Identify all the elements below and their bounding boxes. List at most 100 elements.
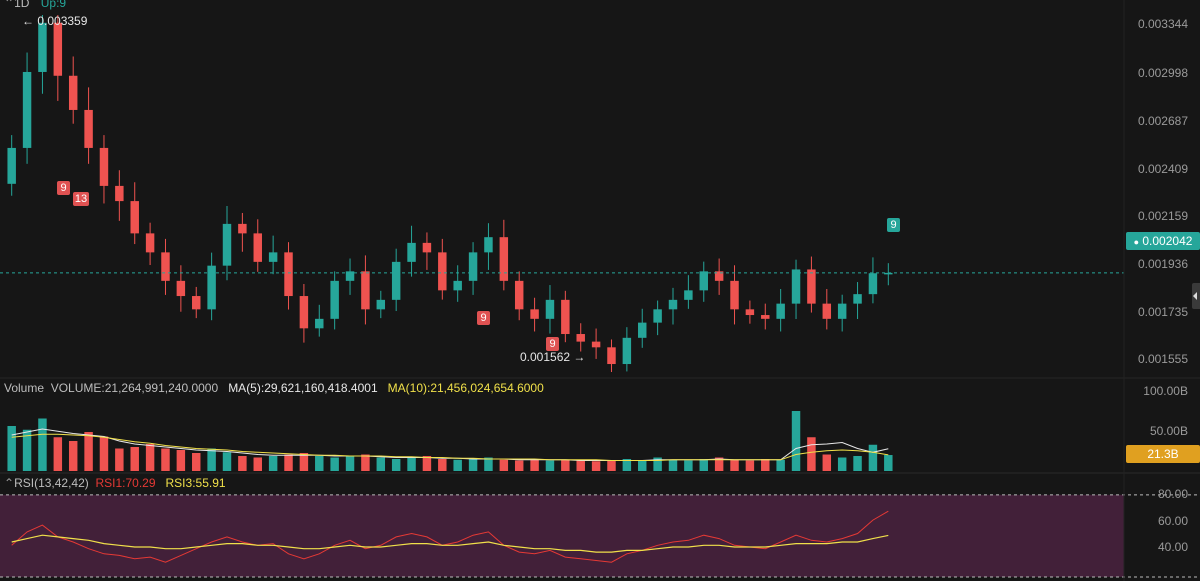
chevron-up-icon: ⌃ [4,0,15,10]
volume-bar [576,460,585,471]
volume-tick: 100.00B [1143,384,1188,398]
volume-bar [837,457,847,471]
chevron-up-icon: ⌃ [4,476,15,490]
volume-bar [653,457,662,471]
td-sell-badge: 13 [73,192,89,206]
candle-body [622,337,632,365]
volume-bar [68,441,78,471]
price-tick: 0.003344 [1137,17,1188,31]
high-price-label: ← 0.003359 [22,14,88,28]
volume-bar [345,456,355,471]
td-count-badge: 9 [477,311,490,325]
volume-bar [607,460,616,471]
candle-body [84,109,93,148]
volume-bar [761,459,770,471]
candle-body [730,280,739,310]
candle-body [176,280,186,297]
candle-body [407,242,416,262]
price-tick: 0.002159 [1137,209,1188,223]
volume-bar [130,447,139,471]
rsi-lines [0,494,1200,578]
volume-bar [438,459,447,471]
volume-bar [514,460,524,471]
volume-bar [7,426,16,471]
price-tick: 0.001735 [1137,305,1188,319]
td-up-badge: 9 [887,218,900,232]
volume-bar [884,455,893,471]
rsi-tick: 40.00 [1157,540,1188,554]
volume-bar [161,448,170,471]
volume-bar [668,459,678,471]
volume-bar [53,437,63,471]
candle-body [545,299,555,319]
candle-body [376,299,386,310]
candle-body [7,147,16,184]
candle-body [222,223,232,266]
candle-body [330,280,339,319]
volume-bar [591,461,601,471]
candle-body [484,237,493,253]
candle-body [791,269,801,304]
interval-value: 1D [14,0,30,10]
price-tick: 0.002409 [1137,162,1188,176]
rsi3-value: RSI3:55.91 [165,476,226,490]
current-volume-tag: 21.3B [1126,445,1200,463]
candle-body [299,296,309,329]
volume-bar [730,459,739,471]
price-tick: 0.001936 [1137,257,1188,271]
volume-bar [207,448,216,471]
td-sell-badge: 9 [57,181,70,195]
rsi3-line [11,534,889,553]
candle-body [530,309,539,319]
candle-body [868,273,878,295]
candle-body [207,265,216,310]
rsi1-value: RSI1:70.29 [95,476,156,490]
volume-bar [807,437,816,471]
volume-ma5: MA(5):29,621,160,418.4001 [228,381,378,395]
volume-bar [791,411,801,471]
volume-value: VOLUME:21,264,991,240.0000 [50,381,219,395]
candle-body [192,296,201,310]
candle-body [115,185,124,202]
volume-bar [376,457,386,471]
current-price-value: 0.002042 [1142,234,1193,248]
volume-bar [145,444,155,471]
panel-collapse-handle[interactable] [1192,283,1200,309]
candle-body [422,242,432,253]
candle-body [576,334,585,342]
candle-body [776,303,785,319]
candle-body [161,252,170,281]
volume-bar [391,459,401,471]
volume-bar [299,453,309,471]
volume-bar [545,460,555,471]
volume-bar [499,459,509,471]
rsi-band [0,494,1124,577]
volume-bar [361,454,370,471]
volume-bar [745,460,755,471]
candle-body [268,252,278,262]
interval-label[interactable]: ⌃1D Up:9 [4,0,66,10]
candle-body [653,309,662,323]
volume-ma10-line [11,433,889,461]
volume-bar [253,457,262,471]
candle-body [130,201,139,234]
rsi1-line [11,510,889,563]
volume-bar [822,454,832,471]
candle-body [668,299,678,310]
volume-bar [22,429,32,471]
volume-bar [422,456,432,471]
volume-bar [484,457,493,471]
candle-body [837,303,847,319]
candle-body [99,147,109,186]
candle-body [761,315,770,319]
candle-body [145,233,155,253]
rsi-tick: 80.00 [1157,487,1188,501]
candlestick-series [7,15,893,372]
candle-body [499,237,509,281]
volume-bar [115,448,124,471]
volume-bar [284,454,293,471]
volume-bar [315,456,324,471]
volume-bar [176,450,186,471]
volume-bar [222,452,232,471]
